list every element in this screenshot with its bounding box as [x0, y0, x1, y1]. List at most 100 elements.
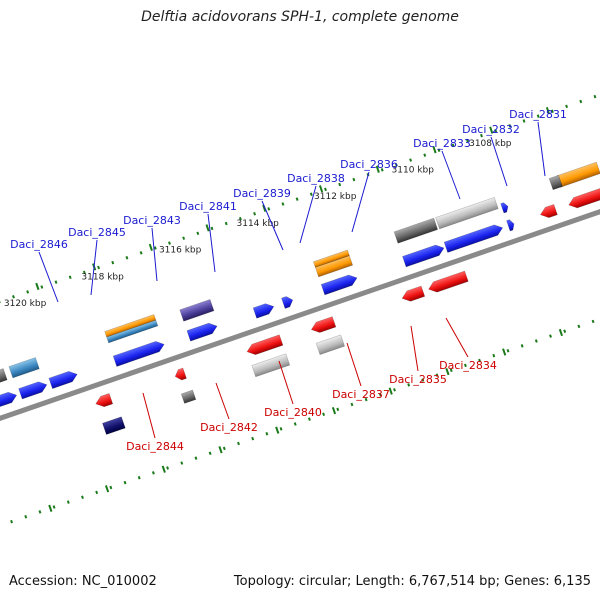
minor-tick: [394, 163, 398, 167]
major-tick: [432, 146, 437, 154]
minor-tick: [281, 202, 285, 206]
forward-gene-label[interactable]: Daci_2843: [123, 214, 181, 227]
minor-tick: [26, 290, 30, 294]
minor-tick: [52, 505, 56, 509]
minor-tick: [267, 207, 271, 211]
leader-line: [90, 239, 98, 296]
minor-tick: [295, 197, 299, 201]
minor-tick: [494, 129, 498, 133]
reverse-gene-label[interactable]: Daci_2834: [439, 359, 497, 372]
minor-tick: [380, 168, 384, 172]
minor-tick: [109, 485, 113, 490]
leader-line: [261, 200, 284, 251]
minor-tick: [82, 270, 86, 275]
minor-tick: [451, 143, 455, 148]
minor-tick: [166, 466, 170, 470]
minor-tick: [137, 475, 141, 480]
leader-line: [351, 171, 370, 233]
minor-tick: [492, 353, 496, 358]
feature-tracks: [0, 161, 600, 435]
gene-labels: Daci_2846Daci_2845Daci_2843Daci_2841Daci…: [10, 108, 567, 453]
minor-tick: [506, 348, 510, 353]
tick-label: 3120 kbp: [4, 299, 47, 309]
leader-line: [299, 185, 317, 244]
reverse-cds-arrow: [428, 270, 469, 293]
forward-gene-box: [435, 196, 499, 230]
minor-tick: [465, 138, 469, 143]
minor-tick: [208, 451, 212, 456]
forward-gene-label[interactable]: Daci_2838: [287, 172, 345, 185]
minor-tick: [224, 221, 228, 226]
minor-tick: [350, 402, 354, 407]
forward-gene-box: [0, 368, 8, 389]
tick-label: 3118 kbp: [81, 272, 124, 282]
forward-gene-label[interactable]: Daci_2846: [10, 238, 68, 251]
minor-tick: [123, 480, 127, 485]
leader-line: [215, 382, 230, 420]
leader-line: [445, 317, 469, 358]
reverse-gene-label[interactable]: Daci_2844: [126, 440, 184, 453]
forward-gene-label[interactable]: Daci_2845: [68, 226, 126, 239]
reverse-gene-label[interactable]: Daci_2840: [264, 406, 322, 419]
forward-gene-label[interactable]: Daci_2831: [509, 108, 567, 121]
minor-tick: [522, 119, 526, 123]
minor-tick: [151, 471, 155, 475]
forward-gene-box: [8, 357, 40, 379]
accession-text: Accession: NC_010002: [9, 574, 157, 589]
reverse-gene-box: [251, 353, 291, 378]
minor-tick: [423, 153, 427, 157]
major-tick: [262, 204, 267, 212]
minor-tick: [309, 192, 313, 196]
reverse-gene-label[interactable]: Daci_2835: [389, 373, 447, 386]
minor-tick: [40, 285, 44, 289]
minor-tick: [550, 109, 554, 113]
reverse-cds-arrow: [310, 316, 337, 333]
minor-tick: [593, 94, 597, 99]
major-tick: [558, 328, 564, 337]
tick-label: 3114 kbp: [236, 219, 279, 229]
minor-tick: [180, 461, 184, 465]
major-tick: [445, 367, 450, 376]
leader-line: [142, 392, 156, 439]
forward-cds-arrow: [0, 391, 18, 409]
genome-backbone: [0, 188, 600, 442]
forward-cds-arrow: [443, 224, 504, 253]
minor-tick: [168, 241, 171, 245]
major-tick: [161, 465, 166, 473]
minor-tick: [591, 319, 595, 324]
minor-tick: [153, 246, 157, 250]
major-tick: [104, 485, 110, 493]
leader-line: [151, 227, 158, 282]
reverse-gene-box: [102, 416, 126, 435]
reverse-cds-arrow: [246, 334, 284, 355]
forward-gene-label[interactable]: Daci_2832: [462, 123, 520, 136]
forward-gene-label[interactable]: Daci_2839: [233, 187, 291, 200]
reverse-gene-label[interactable]: Daci_2842: [200, 421, 258, 434]
major-tick: [218, 446, 223, 454]
forward-cds-arrow: [18, 381, 48, 400]
forward-cds-arrow: [252, 303, 275, 319]
major-tick: [331, 407, 337, 415]
reverse-cds-arrow: [568, 186, 600, 209]
minor-tick: [210, 226, 214, 231]
forward-gene-label[interactable]: Daci_2833: [413, 137, 471, 150]
reverse-gene-label[interactable]: Daci_2837: [332, 388, 390, 401]
minor-tick: [237, 441, 240, 446]
forward-gene-box: [106, 319, 159, 344]
minor-tick: [81, 495, 84, 499]
major-tick: [48, 504, 53, 512]
major-tick: [375, 165, 380, 173]
forward-cds-arrow: [186, 322, 218, 342]
minor-tick: [549, 334, 552, 338]
forward-gene-label[interactable]: Daci_2841: [179, 200, 237, 213]
forward-gene-box: [556, 161, 600, 188]
minor-tick: [24, 515, 28, 519]
forward-gene-label[interactable]: Daci_2836: [340, 158, 398, 171]
minor-tick: [393, 388, 396, 392]
leader-line: [537, 121, 546, 177]
minor-tick: [563, 329, 567, 333]
forward-cds-arrow: [402, 244, 445, 268]
minor-tick: [478, 358, 482, 363]
minor-tick: [437, 148, 441, 153]
minor-tick: [293, 422, 297, 426]
